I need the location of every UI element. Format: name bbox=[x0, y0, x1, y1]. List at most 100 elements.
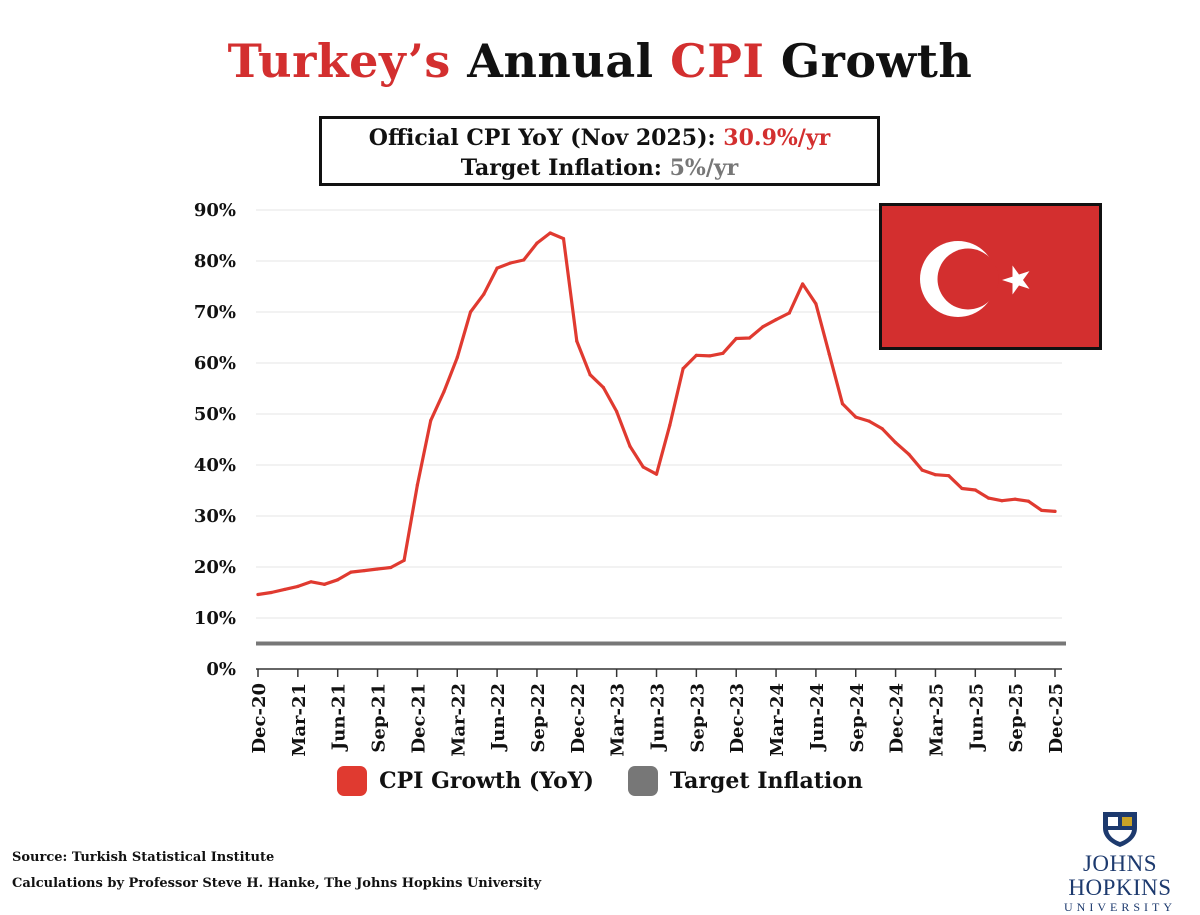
info-line-target: Target Inflation: 5%/yr bbox=[322, 153, 877, 183]
x-tick-label: Mar-22 bbox=[448, 683, 469, 757]
official-label: Official CPI YoY (Nov 2025): bbox=[368, 125, 716, 151]
legend-swatch-cpi bbox=[337, 766, 368, 796]
credit-note: Calculations by Professor Steve H. Hanke… bbox=[12, 876, 542, 891]
cpi-data-point bbox=[907, 452, 911, 456]
cpi-data-point bbox=[628, 444, 632, 448]
cpi-data-point bbox=[468, 310, 473, 314]
cpi-data-point bbox=[734, 336, 738, 341]
official-value: 30.9%/yr bbox=[723, 125, 831, 151]
cpi-data-point bbox=[309, 580, 313, 584]
cpi-data-point bbox=[668, 423, 672, 427]
y-tick-label: 70% bbox=[194, 302, 236, 323]
turkey-flag bbox=[879, 203, 1102, 350]
source-note: Source: Turkish Statistical Institute bbox=[12, 850, 275, 865]
x-tick-label: Jun-23 bbox=[648, 683, 669, 752]
legend-label-cpi: CPI Growth (YoY) bbox=[379, 768, 594, 794]
cpi-data-point bbox=[548, 231, 552, 235]
x-tick-label: Sep-23 bbox=[687, 683, 708, 753]
jhu-logo: JOHNS HOPKINS UNIVERSITY bbox=[1040, 810, 1200, 915]
x-tick-label: Jun-24 bbox=[807, 683, 828, 752]
title-part-cpi: CPI bbox=[670, 34, 765, 88]
y-tick-label: 80% bbox=[194, 251, 236, 272]
y-tick-label: 60% bbox=[194, 353, 236, 374]
cpi-data-point bbox=[708, 354, 712, 358]
title-part-turkey: Turkey’s bbox=[227, 34, 451, 88]
cpi-data-point bbox=[442, 389, 446, 394]
x-tick-label: Mar-21 bbox=[289, 683, 310, 757]
x-tick-label: Jun-21 bbox=[329, 683, 350, 752]
x-tick-label: Jun-25 bbox=[966, 683, 987, 752]
legend-label-target: Target Inflation bbox=[669, 768, 863, 794]
x-tick-label: Dec-22 bbox=[568, 683, 589, 754]
x-tick-label: Dec-23 bbox=[727, 683, 748, 754]
info-box: Official CPI YoY (Nov 2025): 30.9%/yr Ta… bbox=[319, 116, 880, 186]
cpi-data-point bbox=[801, 282, 805, 286]
y-tick-label: 90% bbox=[194, 200, 236, 221]
legend-item-cpi: CPI Growth (YoY) bbox=[337, 766, 594, 796]
cpi-data-point bbox=[920, 468, 924, 472]
cpi-data-point bbox=[402, 558, 406, 562]
x-tick-label: Jun-22 bbox=[488, 683, 509, 752]
cpi-data-point bbox=[601, 385, 605, 390]
title-part-annual: Annual bbox=[467, 34, 654, 88]
cpi-data-point bbox=[787, 311, 791, 315]
x-tick-label: Sep-25 bbox=[1006, 683, 1027, 753]
cpi-data-point bbox=[1013, 497, 1017, 501]
cpi-data-point bbox=[840, 402, 845, 406]
jhu-logo-sub: UNIVERSITY bbox=[1064, 900, 1176, 914]
cpi-data-point bbox=[508, 261, 512, 265]
cpi-data-point bbox=[854, 415, 858, 419]
x-tick-label: Sep-21 bbox=[369, 683, 390, 753]
x-tick-label: Dec-20 bbox=[249, 683, 270, 754]
x-tick-label: Dec-25 bbox=[1046, 683, 1067, 754]
legend-swatch-target bbox=[627, 766, 658, 796]
y-tick-label: 20% bbox=[194, 557, 236, 578]
crescent-star-icon bbox=[920, 241, 1030, 317]
cpi-data-point bbox=[774, 318, 778, 322]
cpi-data-point bbox=[973, 488, 977, 492]
cpi-data-point bbox=[1000, 499, 1004, 503]
cpi-data-point bbox=[588, 373, 592, 377]
cpi-data-point bbox=[269, 590, 273, 595]
y-tick-label: 50% bbox=[194, 404, 236, 425]
cpi-data-point bbox=[827, 352, 831, 356]
cpi-data-point bbox=[495, 266, 499, 270]
cpi-data-point bbox=[561, 236, 566, 241]
cpi-data-point bbox=[814, 302, 818, 306]
cpi-data-point bbox=[522, 258, 526, 262]
chart-title: Turkey’s Annual CPI Growth bbox=[0, 34, 1200, 88]
cpi-data-point bbox=[349, 570, 353, 574]
shield-icon bbox=[1103, 812, 1137, 847]
y-tick-label: 40% bbox=[194, 455, 236, 476]
cpi-data-point bbox=[721, 351, 725, 355]
cpi-data-point bbox=[375, 567, 380, 571]
cpi-data-point bbox=[415, 483, 419, 487]
cpi-data-point bbox=[615, 409, 619, 414]
x-tick-label: Sep-24 bbox=[847, 683, 868, 753]
cpi-data-point bbox=[362, 568, 366, 573]
cpi-data-point bbox=[894, 440, 898, 445]
cpi-data-point bbox=[256, 592, 260, 597]
chart-legend: CPI Growth (YoY) Target Inflation bbox=[0, 766, 1200, 796]
x-tick-label: Mar-23 bbox=[608, 683, 629, 757]
cpi-data-point bbox=[336, 578, 340, 582]
target-value: 5%/yr bbox=[669, 155, 739, 181]
y-tick-label: 10% bbox=[194, 608, 236, 629]
x-tick-label: Mar-24 bbox=[767, 683, 788, 757]
x-tick-label: Dec-24 bbox=[887, 683, 908, 754]
cpi-data-point bbox=[867, 419, 871, 423]
cpi-data-point bbox=[933, 473, 938, 477]
cpi-data-point bbox=[389, 565, 393, 570]
x-tick-label: Sep-22 bbox=[528, 683, 549, 753]
cpi-data-point bbox=[282, 587, 287, 592]
cpi-data-point bbox=[296, 584, 300, 588]
cpi-data-point bbox=[947, 474, 951, 478]
cpi-data-point bbox=[880, 427, 884, 431]
cpi-data-point bbox=[681, 367, 685, 371]
cpi-data-point bbox=[429, 419, 433, 423]
x-tick-label: Dec-21 bbox=[408, 683, 429, 754]
cpi-data-point bbox=[455, 355, 459, 359]
cpi-data-point bbox=[960, 486, 964, 491]
cpi-data-point bbox=[747, 336, 752, 340]
jhu-logo-name: JOHNS HOPKINS bbox=[1068, 851, 1172, 900]
